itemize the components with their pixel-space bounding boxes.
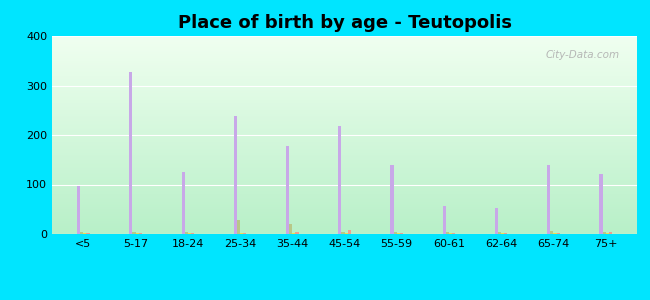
Bar bbox=[188, 233, 191, 234]
Bar bbox=[136, 233, 138, 234]
Bar bbox=[295, 232, 298, 234]
Bar bbox=[603, 232, 606, 234]
Bar bbox=[446, 232, 449, 234]
Bar bbox=[185, 232, 188, 234]
Bar bbox=[83, 233, 86, 234]
Bar bbox=[609, 232, 612, 234]
Bar bbox=[396, 233, 400, 234]
Bar bbox=[292, 233, 295, 234]
Bar bbox=[553, 233, 556, 234]
Bar bbox=[77, 186, 80, 234]
Bar bbox=[394, 232, 396, 234]
Bar bbox=[452, 233, 455, 234]
Bar bbox=[556, 233, 560, 234]
Bar bbox=[129, 72, 133, 234]
Bar bbox=[86, 233, 90, 234]
Bar bbox=[606, 233, 609, 234]
Bar bbox=[338, 126, 341, 234]
Bar bbox=[344, 233, 348, 234]
Bar bbox=[240, 233, 243, 234]
Bar bbox=[449, 233, 452, 234]
Bar bbox=[391, 165, 394, 234]
Bar bbox=[501, 233, 504, 234]
Legend: Born in state of residence, Born in other state, Native, outside of US, Foreign-: Born in state of residence, Born in othe… bbox=[70, 298, 619, 300]
Bar bbox=[181, 172, 185, 234]
Bar bbox=[348, 230, 351, 234]
Bar bbox=[547, 165, 551, 234]
Bar bbox=[599, 174, 603, 234]
Bar bbox=[286, 146, 289, 234]
Bar bbox=[234, 116, 237, 234]
Text: City-Data.com: City-Data.com bbox=[545, 50, 619, 60]
Bar bbox=[191, 233, 194, 234]
Bar bbox=[495, 208, 498, 234]
Bar bbox=[551, 231, 553, 234]
Bar bbox=[138, 233, 142, 234]
Bar bbox=[289, 224, 292, 234]
Bar bbox=[80, 232, 83, 234]
Bar bbox=[498, 232, 501, 234]
Bar bbox=[400, 233, 403, 234]
Bar bbox=[443, 206, 446, 234]
Bar bbox=[504, 233, 508, 234]
Title: Place of birth by age - Teutopolis: Place of birth by age - Teutopolis bbox=[177, 14, 512, 32]
Bar bbox=[341, 232, 344, 234]
Bar bbox=[243, 233, 246, 234]
Bar bbox=[237, 220, 240, 234]
Bar bbox=[133, 232, 136, 234]
